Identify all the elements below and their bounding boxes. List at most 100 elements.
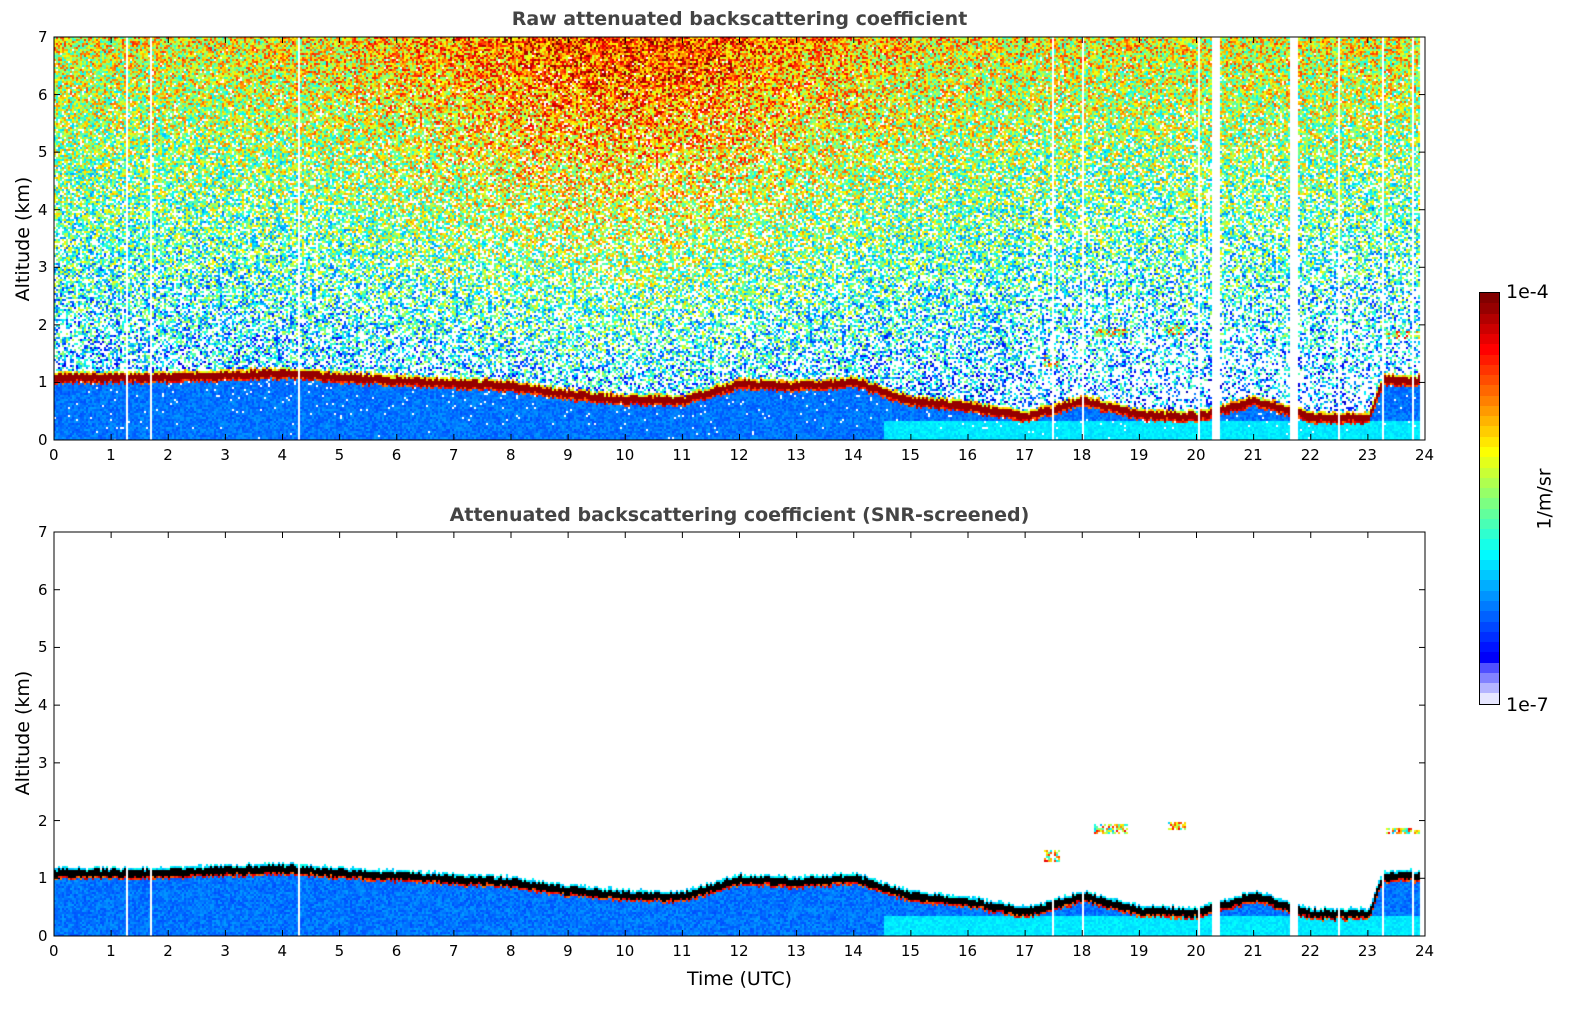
x-tick-label: 19 [1129,446,1149,464]
colorbar-step [1480,467,1499,478]
colorbar-step [1480,580,1499,591]
x-tick-label: 5 [334,446,345,464]
y-tick-label: 7 [38,523,48,541]
x-tick-label: 1 [106,942,116,960]
colorbar-unit-label: 1/m/sr [1533,468,1556,530]
colorbar-step [1480,364,1499,376]
x-tick-label: 21 [1243,942,1263,960]
colorbar-step [1480,416,1499,427]
x-tick-label: 0 [49,942,59,960]
colorbar-step [1480,683,1499,694]
x-tick-label: 18 [1072,446,1092,464]
x-tick-label: 15 [900,446,920,464]
colorbar-step [1480,693,1499,704]
colorbar-min-label: 1e-7 [1506,694,1549,716]
x-tick-label: 16 [958,942,978,960]
x-tick-label: 20 [1186,446,1206,464]
colorbar-step [1480,621,1499,632]
y-tick-label: 4 [38,200,48,219]
colorbar-step [1480,436,1499,447]
colorbar-step [1480,518,1499,530]
top-heatmap [54,37,1425,440]
x-tick-label: 21 [1243,446,1263,464]
bottom-chart-title: Attenuated backscattering coefficient (S… [449,504,1030,526]
colorbar-step [1480,652,1499,663]
colorbar-step [1480,385,1499,396]
y-tick-label: 2 [38,811,48,830]
y-tick-label: 3 [38,753,48,772]
x-tick-label: 2 [163,942,173,960]
y-tick-label: 6 [38,580,48,599]
x-tick-label: 6 [391,942,402,960]
top-chart-title: Raw attenuated backscattering coefficien… [511,8,968,30]
y-tick-label: 0 [38,927,48,945]
colorbar-step [1480,395,1499,406]
colorbar-step [1480,672,1499,684]
x-tick-label: 22 [1300,446,1320,464]
x-tick-label: 12 [729,942,749,960]
x-tick-label: 4 [277,942,288,960]
y-tick-label: 2 [38,315,48,334]
x-tick-label: 7 [448,942,459,960]
x-tick-label: 13 [786,942,806,960]
colorbar-step [1480,446,1499,458]
colorbar-step [1480,600,1499,612]
x-tick-label: 5 [334,942,345,960]
colorbar-step [1480,334,1499,345]
colorbar-step [1480,590,1499,601]
x-tick-label: 13 [786,446,806,464]
y-tick-label: 5 [38,638,48,657]
y-tick-label: 1 [38,373,48,392]
x-tick-label: 1 [106,446,116,464]
colorbar-step [1480,477,1499,489]
y-tick-label: 3 [38,258,48,277]
x-tick-label: 3 [220,942,230,960]
colorbar-step [1480,662,1499,673]
x-tick-label: 11 [672,942,692,960]
bottom-heatmap [54,532,1425,936]
colorbar-step [1480,559,1499,571]
x-tick-label: 19 [1129,942,1149,960]
x-tick-label: 6 [391,446,402,464]
y-tick-label: 5 [38,143,48,162]
colorbar-step [1480,303,1499,314]
x-tick-label: 18 [1072,942,1092,960]
colorbar-step [1480,426,1499,437]
x-tick-label: 14 [843,446,863,464]
x-tick-label: 3 [220,446,230,464]
colorbar-step [1480,611,1499,622]
colorbar-step [1480,323,1499,335]
colorbar-step [1480,405,1499,417]
colorbar-step [1480,375,1499,386]
x-tick-label: 8 [506,942,516,960]
x-tick-label: 17 [1015,942,1035,960]
x-tick-label: 24 [1415,446,1435,464]
plot-frame [53,36,1426,441]
colorbar-step [1480,508,1499,519]
x-tick-label: 23 [1357,942,1377,960]
y-tick-label: 1 [38,869,48,888]
x-tick-label: 9 [563,942,573,960]
colorbar-step [1480,631,1499,643]
colorbar-step [1480,354,1499,365]
colorbar [1479,292,1500,705]
x-tick-label: 23 [1357,446,1377,464]
x-tick-label: 10 [615,446,635,464]
x-tick-label: 2 [163,446,173,464]
x-tick-label: 14 [843,942,863,960]
x-tick-label: 9 [563,446,573,464]
x-tick-label: 22 [1300,942,1320,960]
x-tick-label: 17 [1015,446,1035,464]
colorbar-step [1480,313,1499,324]
colorbar-step [1480,457,1499,468]
x-tick-label: 7 [448,446,459,464]
colorbar-step [1480,529,1499,540]
colorbar-step [1480,570,1499,581]
y-tick-label: 6 [38,85,48,104]
y-tick-label: 0 [38,431,48,449]
x-tick-label: 11 [672,446,692,464]
colorbar-step [1480,293,1499,304]
y-tick-label: 4 [38,696,48,715]
x-axis-label: Time (UTC) [686,968,793,990]
